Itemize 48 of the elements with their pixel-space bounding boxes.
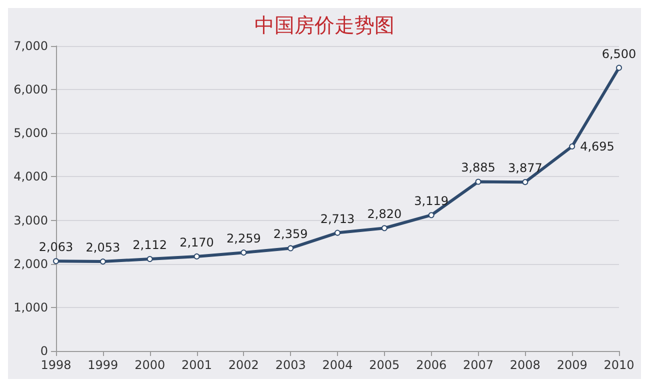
point (475, 178, 482, 185)
data-label: 2,053 (86, 240, 120, 255)
point (194, 253, 200, 260)
point (240, 250, 247, 256)
x-tick-label: 2010 (604, 358, 634, 372)
y-tick-label: 5,000 (14, 126, 48, 140)
x-tick-label: 2001 (181, 358, 212, 372)
x-tick-label: 1998 (40, 358, 72, 372)
x-tick-label: 2005 (369, 358, 400, 372)
point (146, 256, 153, 262)
x-tick-label: 2007 (462, 358, 494, 372)
x-tick-label: 2006 (416, 358, 447, 372)
point (53, 258, 59, 264)
point (334, 230, 340, 236)
data-label: 2,170 (180, 235, 214, 250)
data-label: 2,063 (38, 240, 74, 254)
data-label: 3,877 (508, 161, 542, 176)
y-tick-label: 2,000 (14, 256, 48, 271)
data-label: 4,695 (580, 139, 614, 154)
x-tick-label: 2003 (275, 358, 306, 372)
y-tick-label: 7,000 (14, 39, 48, 53)
x-tick-label: 2004 (322, 358, 353, 372)
data-label: 3,885 (461, 160, 496, 175)
data-label: 2,112 (132, 238, 168, 252)
point (288, 245, 294, 252)
data-label: 2,259 (226, 232, 261, 246)
data-label: 6,500 (602, 46, 636, 61)
point (616, 64, 622, 71)
x-tick-label: 1999 (88, 358, 118, 372)
x-tick-label: 2000 (134, 358, 166, 372)
y-tick-label: 0 (40, 344, 48, 358)
point (381, 225, 388, 232)
point (569, 143, 576, 150)
point (522, 179, 528, 186)
point (428, 212, 434, 218)
x-tick-label: 2009 (556, 358, 588, 372)
y-tick-label: 6,000 (14, 82, 48, 97)
y-tick-label: 1,000 (14, 300, 48, 314)
data-label: 2,713 (320, 212, 355, 226)
x-tick-label: 2002 (228, 358, 259, 372)
y-tick-label: 4,000 (14, 170, 48, 184)
data-label: 3,119 (414, 194, 449, 208)
data-label: 2,359 (273, 227, 308, 242)
point (100, 258, 106, 265)
y-tick-label: 3,000 (14, 213, 48, 228)
chart-title: 中国房价走势图 (254, 13, 394, 37)
x-tick-label: 2008 (510, 358, 540, 372)
data-label: 2,820 (367, 207, 402, 222)
